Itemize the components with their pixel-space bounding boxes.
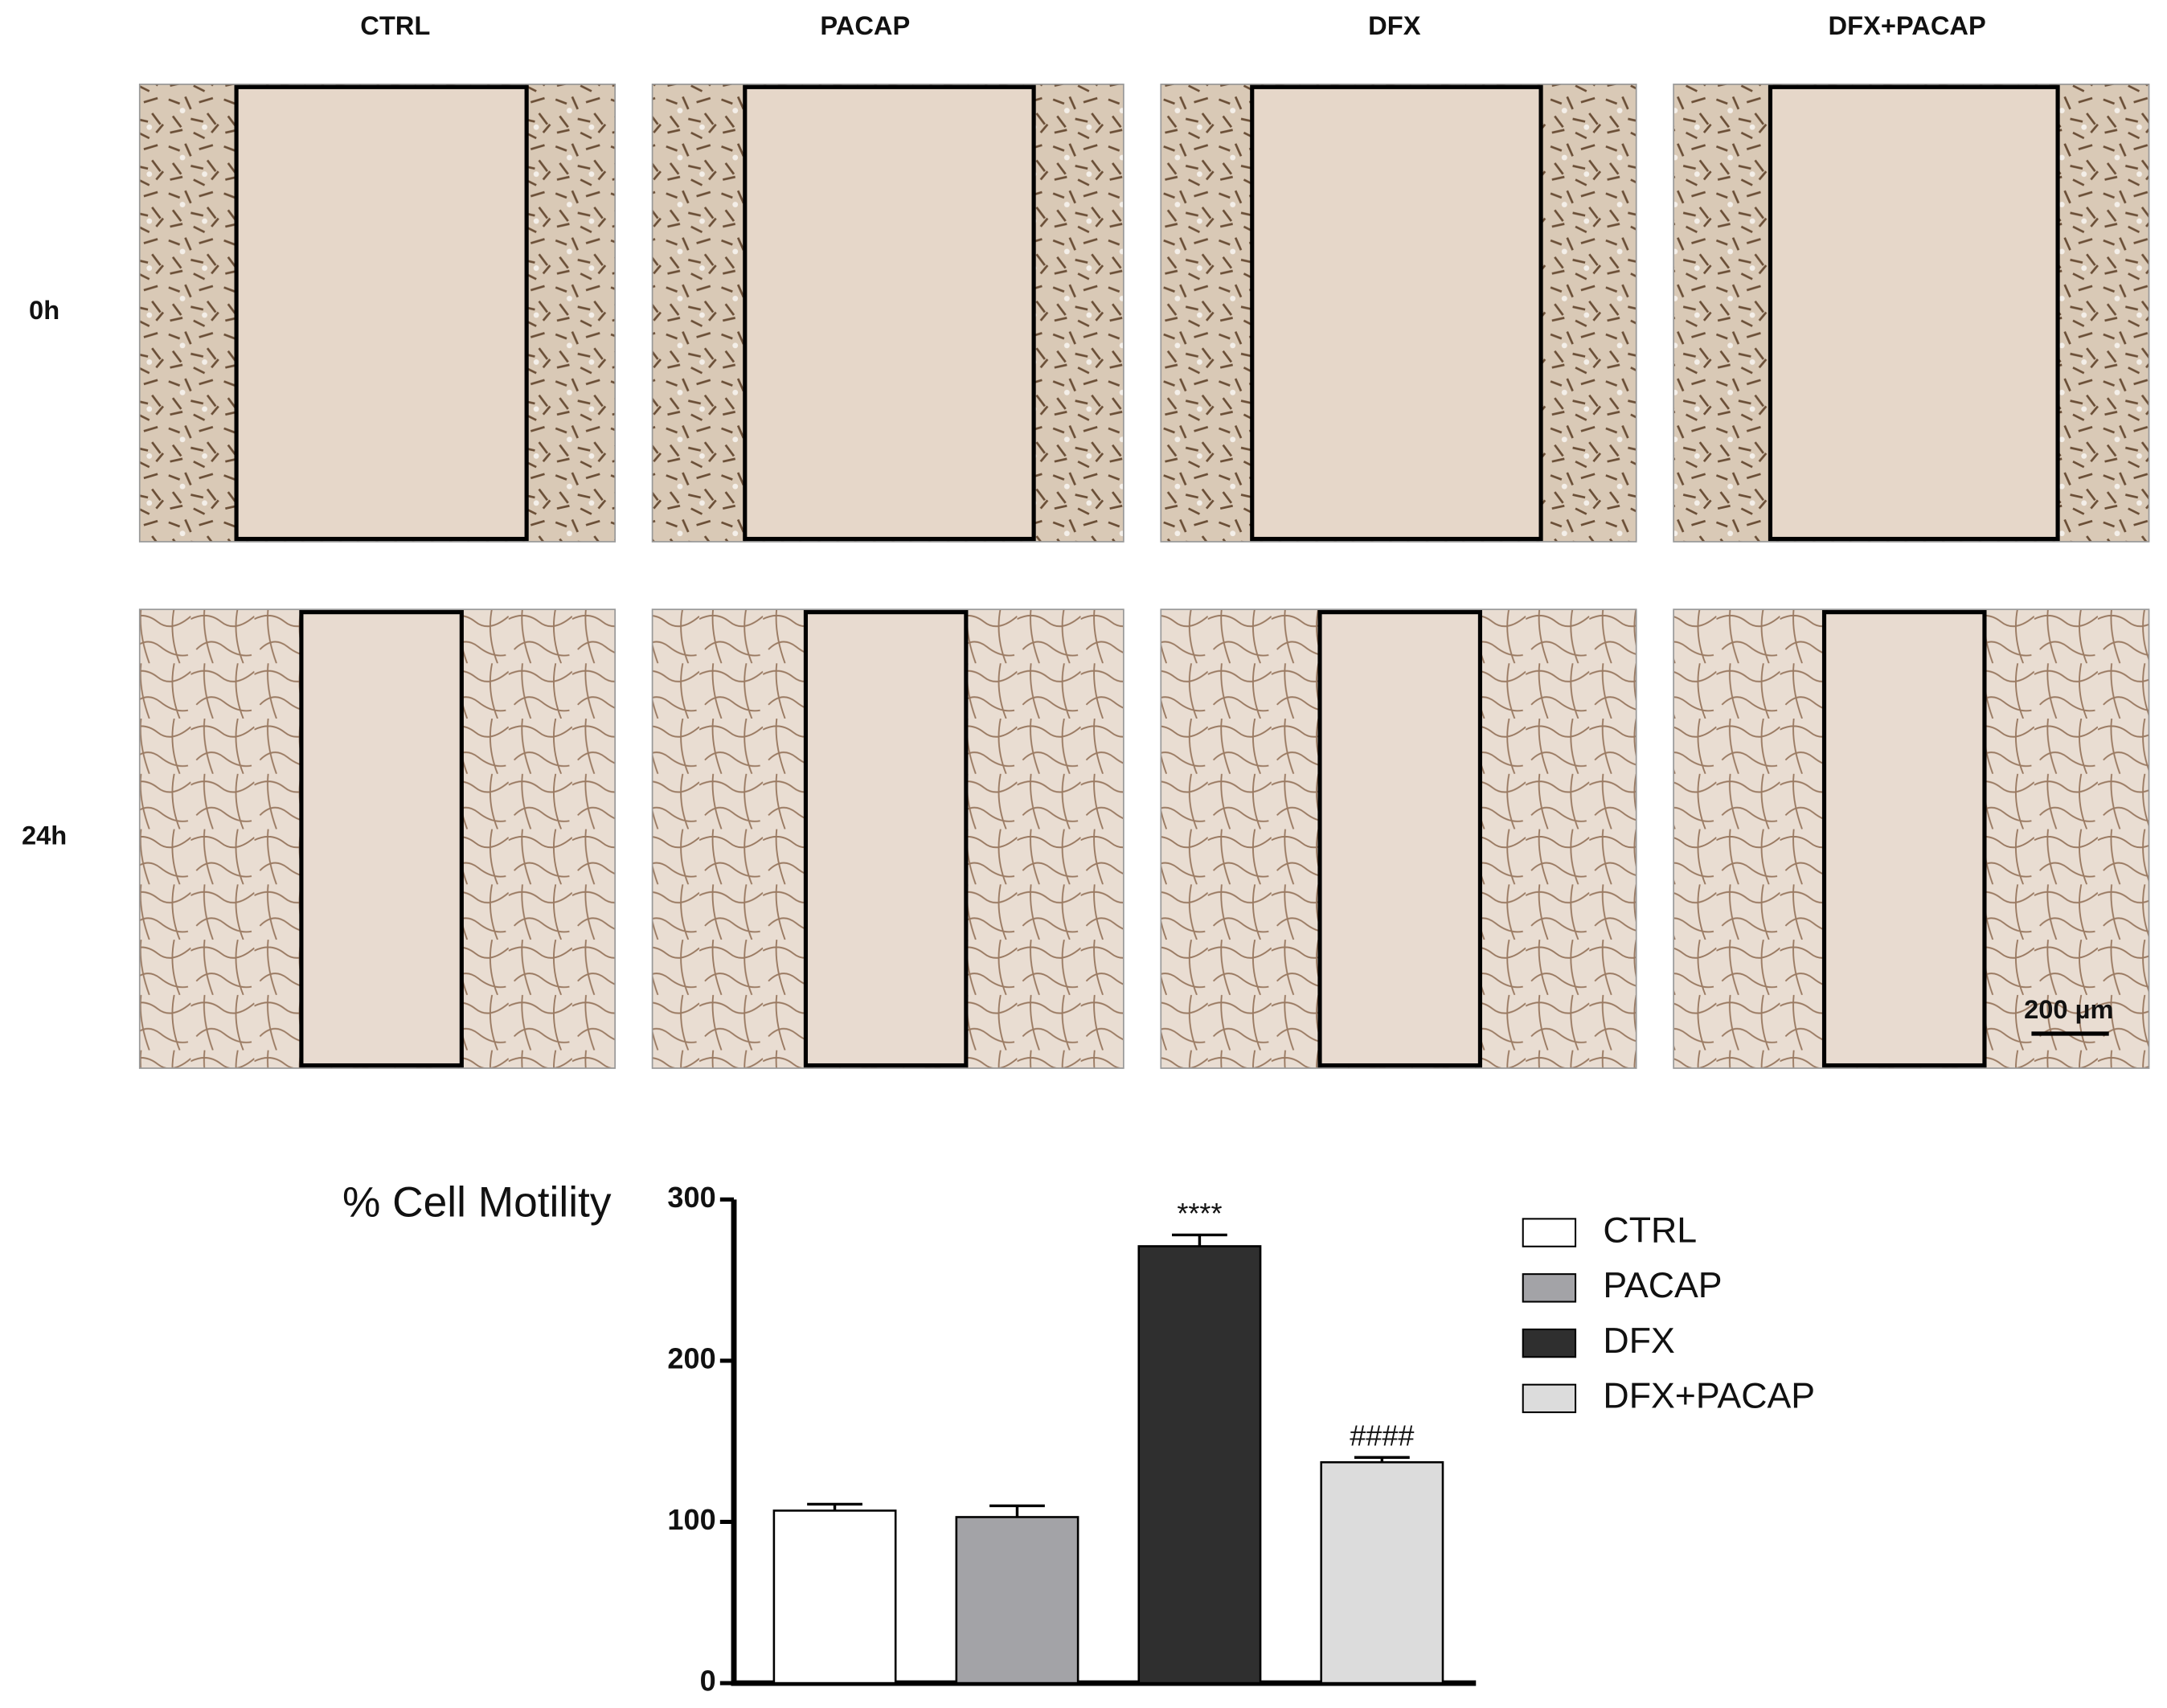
significance-label: **** [1177, 1197, 1222, 1230]
column-label: CTRL [360, 10, 430, 40]
micrograph-grid [138, 84, 2150, 1069]
legend-swatch [1522, 1328, 1577, 1358]
column-label: PACAP [820, 10, 910, 40]
wound-area [1250, 84, 1543, 542]
significance-label: #### [1350, 1419, 1414, 1452]
y-tick-label: 100 [667, 1503, 715, 1536]
wound-area [299, 610, 464, 1068]
y-tick-label: 200 [667, 1341, 715, 1374]
legend-swatch [1522, 1273, 1577, 1303]
wound-area [1821, 610, 1987, 1068]
legend-label: DFX+PACAP [1603, 1377, 1815, 1416]
legend-label: CTRL [1603, 1210, 1697, 1250]
y-tick-label: 300 [667, 1181, 715, 1214]
wound-area [1768, 84, 2060, 542]
wound-area [803, 610, 969, 1068]
chart-title: % Cell Motility [342, 1178, 612, 1226]
wound-area [1317, 610, 1483, 1068]
row-label: 24h [22, 820, 67, 850]
legend-swatch [1522, 1383, 1577, 1414]
bar [1320, 1460, 1444, 1685]
wound-area [743, 84, 1036, 542]
y-tick-label: 0 [700, 1665, 716, 1698]
column-label: DFX [1368, 10, 1421, 40]
legend-label: PACAP [1603, 1266, 1722, 1305]
bar [955, 1516, 1079, 1685]
legend-swatch [1522, 1218, 1577, 1247]
column-label: DFX+PACAP [1829, 10, 1986, 40]
row-label: 0h [29, 295, 59, 325]
legend-label: DFX [1603, 1321, 1674, 1361]
scale-bar-label: 200 µm [2024, 994, 2113, 1024]
bar [1137, 1245, 1262, 1685]
wound-area [234, 84, 529, 542]
bar [772, 1509, 897, 1685]
